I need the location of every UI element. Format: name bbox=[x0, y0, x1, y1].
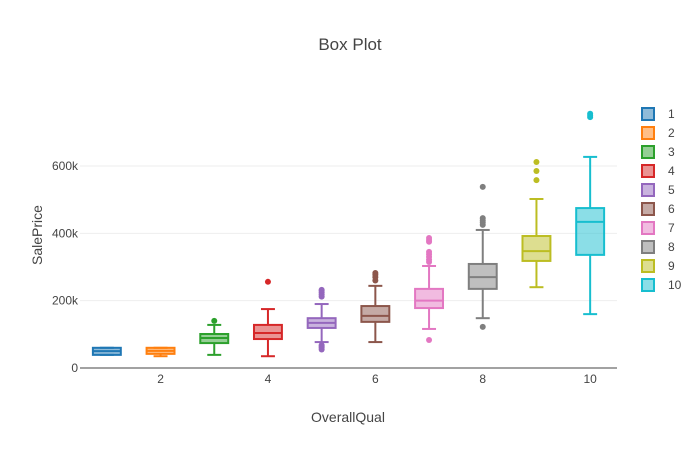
y-tick-label: 0 bbox=[71, 361, 78, 375]
x-axis-label: OverallQual bbox=[311, 409, 385, 425]
x-tick-label: 4 bbox=[265, 372, 272, 386]
legend-label: 8 bbox=[668, 240, 675, 254]
y-axis-label: SalePrice bbox=[29, 205, 45, 265]
legend-label: 1 bbox=[668, 107, 675, 121]
legend-swatch bbox=[641, 259, 655, 273]
legend-label: 3 bbox=[668, 145, 675, 159]
outlier-point bbox=[264, 278, 271, 285]
x-tick-label: 2 bbox=[157, 372, 164, 386]
box-trace-1 bbox=[91, 346, 122, 356]
legend-swatch bbox=[641, 107, 655, 121]
box-trace-5 bbox=[306, 286, 337, 353]
legend-label: 7 bbox=[668, 221, 675, 235]
x-tick-label: 6 bbox=[372, 372, 379, 386]
chart-title: Box Plot bbox=[318, 35, 382, 54]
legend-swatch bbox=[641, 145, 655, 159]
y-tick-label: 400k bbox=[52, 226, 79, 240]
legend-label: 5 bbox=[668, 183, 675, 197]
box bbox=[521, 235, 552, 262]
y-tick-label: 200k bbox=[52, 294, 79, 308]
legend-swatch bbox=[641, 183, 655, 197]
legend-swatch bbox=[641, 202, 655, 216]
legend-label: 10 bbox=[668, 278, 682, 292]
box bbox=[252, 323, 283, 341]
legend-swatch bbox=[641, 126, 655, 140]
gridlines bbox=[80, 165, 617, 302]
y-tick-label: 600k bbox=[52, 159, 79, 173]
box-trace-8 bbox=[467, 183, 498, 330]
outlier-point bbox=[479, 323, 486, 330]
outlier-point bbox=[533, 168, 540, 175]
boxes bbox=[91, 110, 606, 358]
legend-swatch bbox=[641, 278, 655, 292]
legend-label: 2 bbox=[668, 126, 675, 140]
legend-label: 6 bbox=[668, 202, 675, 216]
box-trace-2 bbox=[145, 346, 176, 358]
outlier-point bbox=[372, 270, 379, 277]
outlier-point bbox=[479, 183, 486, 190]
box-trace-3 bbox=[199, 317, 230, 356]
box bbox=[414, 287, 445, 310]
x-tick-label: 8 bbox=[479, 372, 486, 386]
axes: 0 200k 400k 600k 2 4 6 8 10 bbox=[52, 159, 617, 386]
box-trace-6 bbox=[360, 270, 391, 344]
outlier-point bbox=[533, 177, 540, 184]
box-trace-7 bbox=[414, 235, 445, 344]
legend-swatch bbox=[641, 240, 655, 254]
box bbox=[360, 305, 391, 323]
outlier-point bbox=[211, 317, 218, 324]
box-trace-9 bbox=[521, 158, 552, 289]
outlier-point bbox=[426, 248, 433, 255]
outlier-point bbox=[587, 110, 594, 117]
outlier-point bbox=[533, 158, 540, 165]
outlier-point bbox=[426, 235, 433, 242]
outlier-point bbox=[318, 342, 325, 349]
x-tick-label: 10 bbox=[583, 372, 597, 386]
legend-label: 9 bbox=[668, 259, 675, 273]
outlier-point bbox=[318, 286, 325, 293]
legend-swatch bbox=[641, 221, 655, 235]
legend: 1 2 3 4 5 6 7 8 9 10 bbox=[641, 107, 682, 292]
box-trace-10 bbox=[575, 110, 606, 316]
box-trace-4 bbox=[252, 278, 283, 358]
outlier-point bbox=[479, 215, 486, 222]
legend-label: 4 bbox=[668, 164, 675, 178]
legend-swatch bbox=[641, 164, 655, 178]
outlier-point bbox=[426, 337, 433, 344]
box bbox=[575, 207, 606, 256]
